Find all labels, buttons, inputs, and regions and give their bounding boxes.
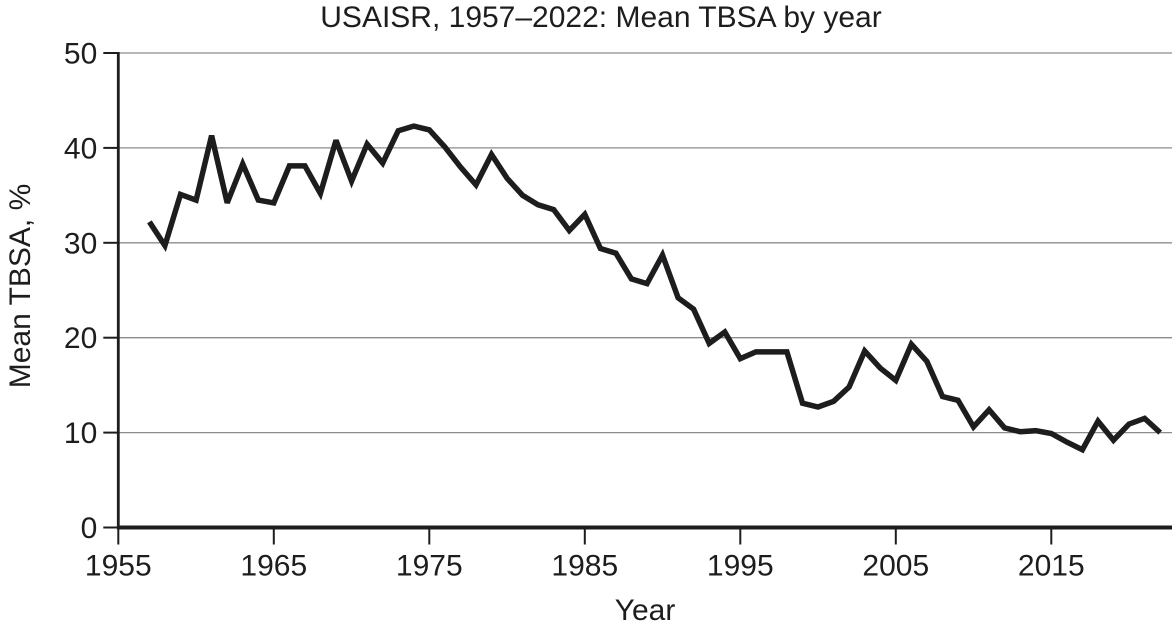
y-axis-label: Mean TBSA, % [4,184,37,389]
y-tick-label: 0 [81,512,98,545]
y-tick-label: 30 [64,227,97,260]
grid-layer [118,52,1172,434]
axis-layer [103,52,1172,545]
chart-title: USAISR, 1957–2022: Mean TBSA by year [320,1,881,34]
x-tick-label: 1965 [240,550,307,583]
tick-label-layer: 0 10 20 30 40 50 1955 1965 1975 1985 1995 2005 2015 [64,38,1085,583]
y-tick-label: 40 [64,132,97,165]
x-tick-label: 2015 [1018,550,1085,583]
line-layer [147,123,1163,454]
y-tick-label: 20 [64,322,97,355]
x-axis-label: Year [615,594,676,627]
y-tick-label: 10 [64,417,97,450]
x-tick-label: 1995 [707,550,774,583]
x-tick-label: 1985 [551,550,618,583]
x-tick-label: 2005 [862,550,929,583]
x-tick-label: 1955 [85,550,152,583]
y-tick-label: 50 [64,38,97,71]
tbsa-line [147,123,1163,454]
x-tick-label: 1975 [396,550,463,583]
